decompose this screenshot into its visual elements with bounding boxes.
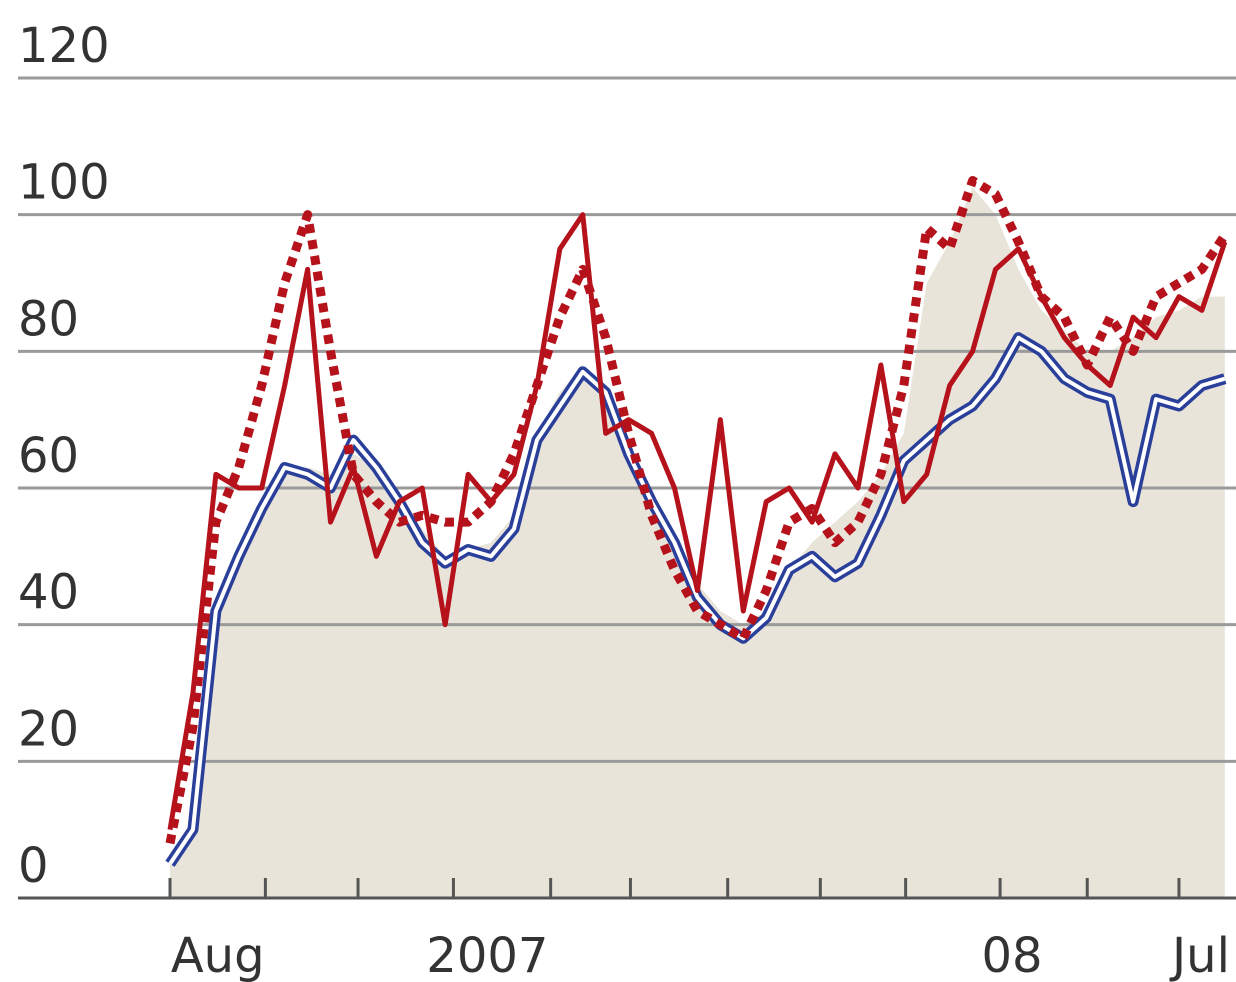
line-inner [168,335,1226,865]
y-tick-label: 0 [18,838,49,894]
y-tick-label: 120 [18,18,110,74]
x-tick-label: 08 [981,928,1042,982]
y-tick-label: 100 [18,155,110,211]
x-tick-label: Aug [171,928,265,982]
y-tick-label: 40 [18,565,79,621]
y-tick-label: 60 [18,428,79,484]
x-tick-label: 2007 [426,928,548,982]
area [170,187,1225,899]
line [167,212,1228,831]
y-tick-label: 80 [18,291,79,347]
line [165,176,1229,845]
y-tick-label: 20 [18,701,79,757]
x-tick-label: Jul [1169,928,1230,982]
